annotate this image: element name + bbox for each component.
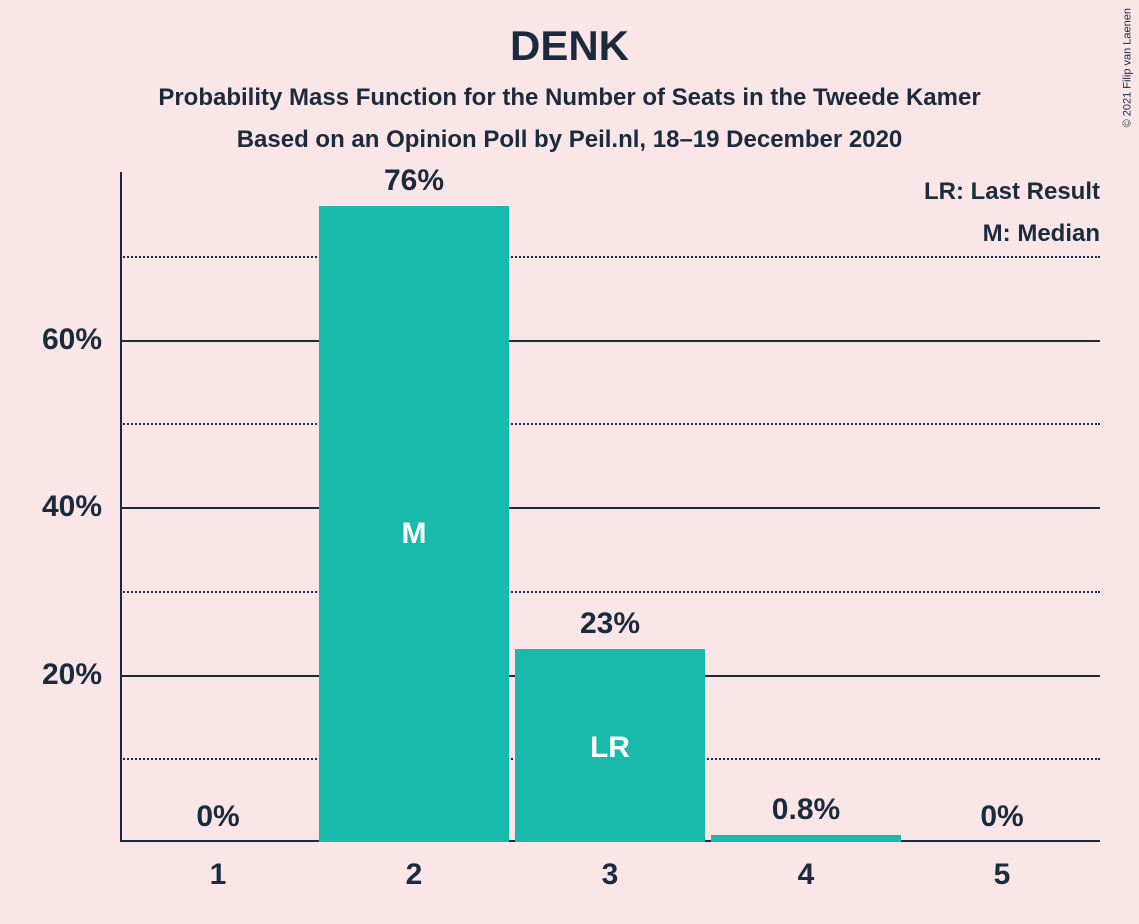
x-tick-label: 3 — [602, 842, 619, 892]
legend-item: M: Median — [983, 220, 1100, 248]
bar-value-label: 76% — [384, 164, 444, 198]
x-tick-label: 4 — [798, 842, 815, 892]
x-tick-label: 5 — [994, 842, 1011, 892]
bar-value-label: 0% — [980, 800, 1023, 834]
y-tick-label: 40% — [42, 490, 120, 524]
bar-value-label: 0.8% — [772, 793, 840, 827]
gridline — [120, 591, 1100, 593]
bar-marker: LR — [590, 731, 630, 765]
chart-canvas: DENK Probability Mass Function for the N… — [0, 0, 1139, 924]
chart-subtitle-1: Probability Mass Function for the Number… — [0, 84, 1139, 112]
gridline — [120, 507, 1100, 509]
y-tick-label: 60% — [42, 323, 120, 357]
bar-marker: M — [401, 517, 426, 551]
gridline — [120, 340, 1100, 342]
chart-title: DENK — [0, 22, 1139, 70]
x-tick-label: 1 — [210, 842, 227, 892]
plot-area: 20%40%60%0%1M76%2LR23%30.8%40%5 — [120, 172, 1100, 842]
chart-subtitle-2: Based on an Opinion Poll by Peil.nl, 18–… — [0, 126, 1139, 154]
bar: LR — [515, 649, 705, 842]
bar-value-label: 0% — [196, 800, 239, 834]
bar-value-label: 23% — [580, 607, 640, 641]
bar — [711, 835, 901, 842]
legend-item: LR: Last Result — [924, 178, 1100, 206]
y-tick-label: 20% — [42, 658, 120, 692]
x-tick-label: 2 — [406, 842, 423, 892]
copyright-text: © 2021 Filip van Laenen — [1121, 8, 1133, 127]
gridline — [120, 423, 1100, 425]
bar: M — [319, 206, 509, 843]
gridline — [120, 256, 1100, 258]
